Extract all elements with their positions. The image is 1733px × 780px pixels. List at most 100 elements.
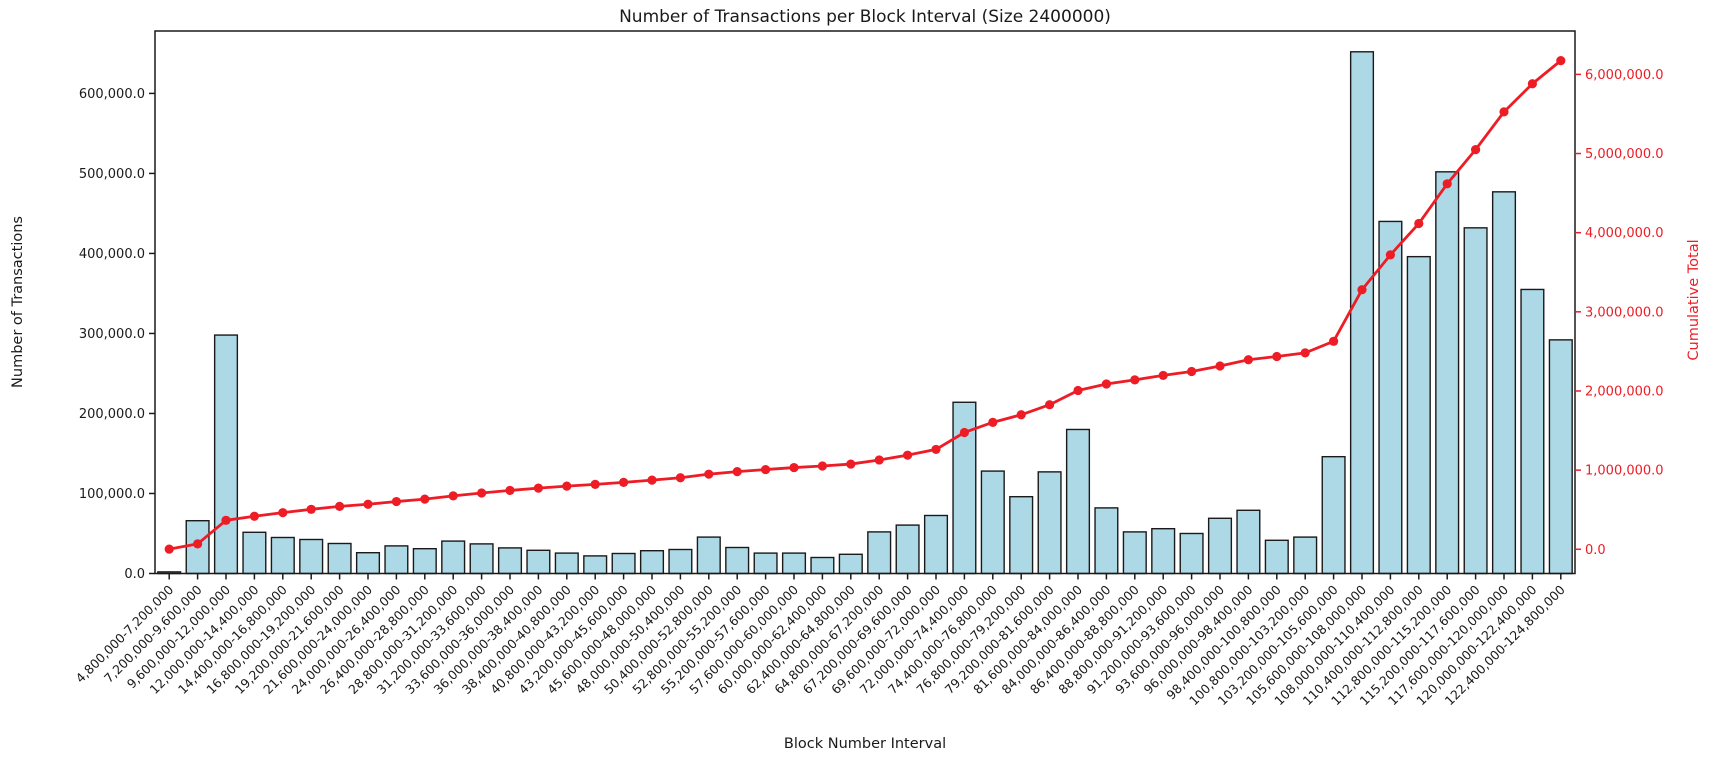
plot-border: [154, 30, 1576, 575]
line-marker: [1527, 79, 1537, 89]
bar: [469, 543, 494, 575]
bar: [1293, 536, 1318, 575]
bar: [1151, 527, 1176, 575]
bar: [497, 547, 523, 575]
left-tick-label: 200,000.0: [79, 407, 145, 422]
bar: [668, 548, 693, 575]
line-marker: [732, 466, 742, 477]
line-marker: [1329, 336, 1339, 346]
line-marker: [1130, 375, 1140, 385]
axes-group: 0.0 100,000.0 200,000.0 300,000.0 400,000.0 5…: [73, 30, 1664, 708]
right-tick-label: 3,000,000.0: [1585, 305, 1664, 320]
chart-title: Number of Transactions per Block Interva…: [619, 7, 1111, 27]
bar: [583, 555, 608, 575]
line-marker: [789, 462, 799, 473]
line-marker: [249, 511, 259, 521]
line-marker: [704, 469, 714, 479]
line-marker: [1499, 107, 1509, 117]
bar: [781, 552, 807, 575]
line-marker: [1300, 348, 1310, 358]
bar: [639, 550, 665, 575]
bar: [923, 514, 949, 575]
line-marker: [193, 539, 203, 549]
line-marker: [278, 508, 288, 518]
left-tick-label: 0.0: [124, 567, 145, 582]
line-marker: [391, 496, 401, 507]
bar: [412, 548, 437, 575]
bar: [1463, 227, 1488, 575]
bar: [1520, 288, 1545, 575]
line-marker: [1442, 179, 1452, 189]
line-marker: [1187, 366, 1197, 377]
bar: [299, 538, 324, 575]
line-marker: [1045, 400, 1055, 410]
bar: [1122, 531, 1147, 575]
bar: [526, 549, 551, 575]
left-tick-label: 600,000.0: [79, 87, 145, 102]
line-marker: [1016, 410, 1026, 420]
line-marker: [363, 499, 373, 509]
bar: [554, 552, 579, 575]
left-tick-label: 300,000.0: [79, 327, 145, 342]
line-marker: [590, 479, 600, 489]
bar: [1037, 471, 1062, 575]
bar: [213, 334, 239, 575]
bar: [327, 542, 352, 575]
bar: [1435, 171, 1460, 575]
line-marker: [221, 515, 231, 525]
right-tick-label: 6,000,000.0: [1585, 68, 1664, 83]
bar: [1009, 495, 1034, 575]
line-marker: [164, 544, 174, 554]
bars-group: [157, 51, 1573, 575]
line-marker: [1414, 218, 1424, 229]
line-marker: [448, 491, 458, 501]
left-axis-label: Number of Transactions: [10, 216, 26, 388]
line-marker: [505, 485, 515, 496]
line-marker: [1073, 385, 1083, 396]
bar: [1179, 532, 1204, 575]
bar: [895, 524, 920, 575]
bar: [1207, 517, 1233, 575]
line-marker: [1158, 370, 1168, 381]
right-tick-label: 2,000,000.0: [1585, 384, 1664, 399]
bar: [1548, 339, 1573, 575]
right-tick-label: 4,000,000.0: [1585, 226, 1664, 241]
bar: [1321, 455, 1346, 575]
bar: [1094, 507, 1119, 575]
left-tick-label: 400,000.0: [79, 247, 145, 262]
bar: [441, 540, 466, 575]
line-marker: [1272, 351, 1282, 362]
bar: [242, 531, 267, 575]
line-marker: [647, 475, 657, 485]
line-marker: [1385, 250, 1395, 260]
line-marker: [761, 464, 771, 475]
bar: [1406, 255, 1431, 575]
cumulative-line: [167, 59, 1563, 551]
left-tick-label: 100,000.0: [79, 487, 145, 502]
bar: [1378, 220, 1403, 575]
left-tick-label: 500,000.0: [79, 167, 145, 182]
line-marker: [874, 455, 884, 465]
line-marker: [420, 494, 430, 504]
line-marker: [619, 477, 629, 487]
bar: [611, 552, 636, 575]
line-marker: [1243, 355, 1253, 365]
bar: [838, 553, 863, 575]
bar: [384, 545, 409, 575]
bar: [1349, 51, 1375, 575]
line-marker: [1357, 285, 1367, 295]
bar: [1065, 428, 1091, 575]
line-marker: [335, 501, 345, 511]
x-axis-label: Block Number Interval: [784, 736, 946, 752]
line-marker: [477, 488, 487, 498]
cumulative-line-group: [164, 56, 1566, 554]
bar: [696, 536, 721, 575]
line-marker: [675, 473, 686, 483]
line-marker: [931, 444, 941, 455]
line-marker: [959, 427, 970, 438]
bar: [270, 536, 295, 575]
line-marker: [988, 417, 998, 427]
right-axis-label: Cumulative Total: [1686, 239, 1702, 360]
